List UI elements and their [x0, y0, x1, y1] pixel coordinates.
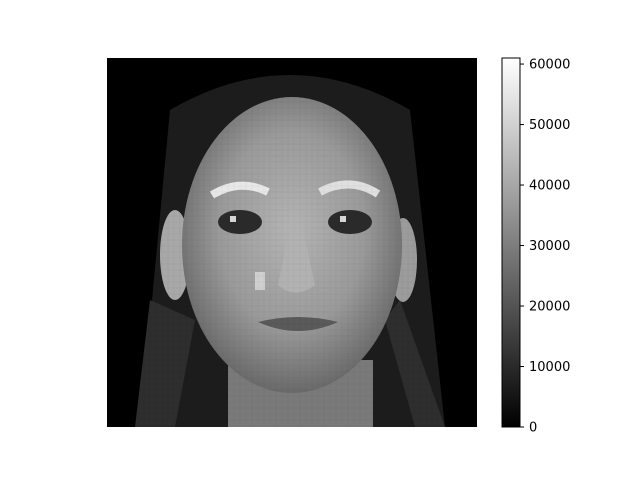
colorbar: 0 10000 20000 30000 40000 50000 60000 [501, 57, 570, 436]
colorbar-tick-label: 0 [529, 421, 537, 436]
colorbar-tick-label: 40000 [529, 179, 570, 194]
colorbar-tick-label: 60000 [529, 58, 570, 73]
colorbar-tick-label: 20000 [529, 300, 570, 315]
colorbar-ticks: 0 10000 20000 30000 40000 50000 60000 [520, 58, 570, 436]
colorbar-tick-label: 30000 [529, 239, 570, 254]
pixel-grid [107, 58, 477, 427]
colorbar-tick-label: 50000 [529, 118, 570, 133]
colorbar-tick-label: 10000 [529, 360, 570, 375]
colorbar-gradient [501, 57, 521, 428]
heatmap-image [107, 58, 477, 427]
